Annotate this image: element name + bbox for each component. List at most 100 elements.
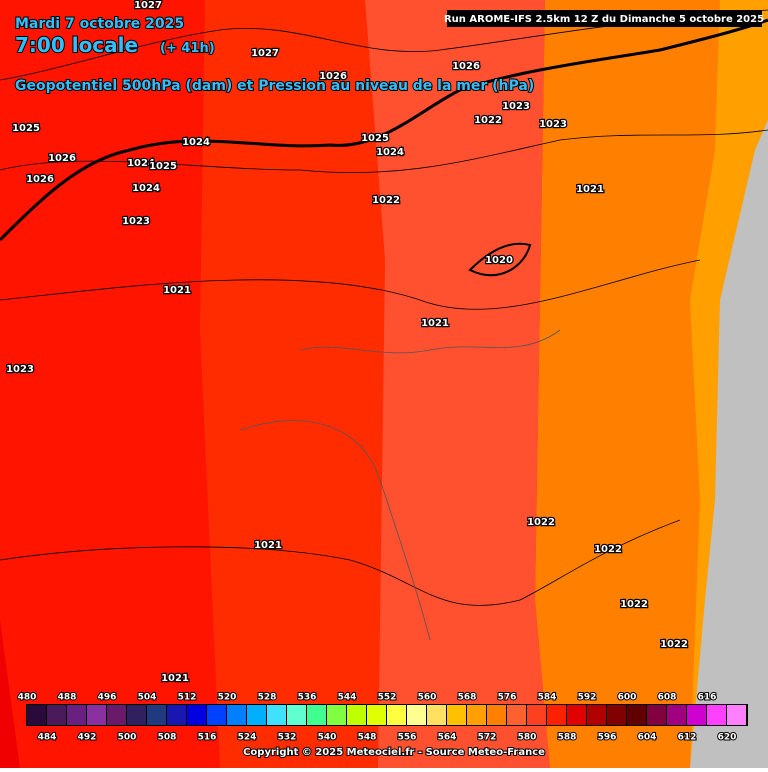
date: Mardi 7 octobre 2025 <box>15 16 184 32</box>
isobar-label: 1027 <box>134 0 162 11</box>
colorbar-label: 504 <box>138 693 157 703</box>
isobar <box>0 129 768 174</box>
colorbar-label: 536 <box>298 693 317 703</box>
colorbar-swatch <box>667 705 686 725</box>
colorbar-label: 516 <box>198 733 217 743</box>
colorbar-swatch <box>167 705 186 725</box>
colorbar-swatch <box>287 705 306 725</box>
isobar-label: 1021 <box>254 540 282 551</box>
colorbar-swatch <box>107 705 126 725</box>
colorbar-swatch <box>507 705 526 725</box>
colorbar-swatch <box>387 705 406 725</box>
colorbar-swatch <box>687 705 706 725</box>
colorbar-label: 604 <box>638 733 657 743</box>
colorbar-label: 512 <box>178 693 197 703</box>
isobar-label: 1022 <box>474 115 502 126</box>
colorbar-swatch <box>207 705 226 725</box>
colorbar-swatch <box>427 705 446 725</box>
isobar-label: 1026 <box>452 61 480 72</box>
isobar-label: 1025 <box>361 133 389 144</box>
isobar-label: 1022 <box>620 599 648 610</box>
colorbar-swatch <box>27 705 46 725</box>
colorbar-label: 500 <box>118 733 137 743</box>
contour-500 <box>0 18 768 242</box>
colorbar-label: 524 <box>238 733 257 743</box>
colorbar-label: 588 <box>558 733 577 743</box>
isobar-label: 1026 <box>26 174 54 185</box>
colorbar-label: 528 <box>258 693 277 703</box>
run-box <box>447 10 762 27</box>
colorbar-label: 576 <box>498 693 517 703</box>
isobar-label: 1022 <box>372 195 400 206</box>
isobar-labels: 1027 1027 1026 1025 1024 1025 1024 1026 1024 1025… <box>5 0 689 685</box>
isobar-label: 1020 <box>485 255 513 266</box>
isobar-label: 1023 <box>6 364 34 375</box>
colorbar-label: 596 <box>598 733 617 743</box>
colorbar-label: 608 <box>658 693 677 703</box>
isobar-label: 1024 <box>376 147 404 158</box>
isobar-label: 1021 <box>576 184 604 195</box>
copyright: Copyright © 2025 Meteociel.fr - Source M… <box>243 747 545 758</box>
colorbar-swatch <box>87 705 106 725</box>
colorbar-label: 548 <box>358 733 377 743</box>
colorbar-label: 592 <box>578 693 597 703</box>
map-title: Geopotentiel 500hPa (dam) et Pression au… <box>15 78 534 94</box>
colorbar-swatch <box>487 705 506 725</box>
colorbar-swatch <box>467 705 486 725</box>
colorbar-label: 616 <box>698 693 717 703</box>
isobar-label: 1024 <box>182 137 210 148</box>
colorbar-swatch <box>607 705 626 725</box>
colorbar-swatch <box>247 705 266 725</box>
colorbar-swatch <box>587 705 606 725</box>
isobar-label: 1027 <box>251 48 279 59</box>
isobar-label: 1024 <box>132 183 160 194</box>
colorbar-label: 568 <box>458 693 477 703</box>
isobar-label: 1025 <box>12 123 40 134</box>
field-band <box>200 0 385 768</box>
colorbar-swatch <box>547 705 566 725</box>
border <box>239 420 431 641</box>
border <box>299 329 561 354</box>
isobar-label: 1021 <box>161 673 189 684</box>
colorbar-swatch <box>627 705 646 725</box>
colorbar-label: 488 <box>58 693 77 703</box>
isobar <box>0 9 768 81</box>
colorbar-label: 520 <box>218 693 237 703</box>
colorbar-label: 492 <box>78 733 97 743</box>
colorbar-label: 540 <box>318 733 337 743</box>
colorbar-swatch <box>47 705 66 725</box>
field-band <box>0 620 20 768</box>
contour-500 <box>468 242 532 277</box>
colorbar-label: 484 <box>38 733 57 743</box>
run-info: Run AROME-IFS 2.5km 12 Z du Dimanche 5 o… <box>444 14 764 25</box>
colorbar-label: 560 <box>418 693 437 703</box>
colorbar: 480 484 488 492 496 500 504 508 512 516 520 524 528 5… <box>17 692 748 744</box>
land-mask <box>690 120 768 768</box>
colorbar-swatch <box>67 705 86 725</box>
colorbar-label: 552 <box>378 693 397 703</box>
colorbar-swatch <box>527 705 546 725</box>
isobar-label: 1025 <box>149 161 177 172</box>
colorbar-label: 532 <box>278 733 297 743</box>
colorbar-swatch <box>127 705 146 725</box>
isobar-label: 1021 <box>163 285 191 296</box>
colorbar-label: 580 <box>518 733 537 743</box>
isobar-label: 1023 <box>122 216 150 227</box>
lead-time: (+ 41h) <box>160 41 215 56</box>
colorbar-label: 584 <box>538 693 557 703</box>
isobar-label: 1022 <box>594 544 622 555</box>
isobar-label: 1022 <box>660 639 688 650</box>
colorbar-swatch <box>707 705 726 725</box>
colorbar-swatch <box>147 705 166 725</box>
isobar-label: 1021 <box>421 318 449 329</box>
isobar-label: 1023 <box>539 119 567 130</box>
colorbar-swatch <box>347 705 366 725</box>
colorbar-swatch <box>227 705 246 725</box>
colorbar-swatch <box>447 705 466 725</box>
colorbar-label: 620 <box>718 733 737 743</box>
colorbar-swatch <box>727 705 746 725</box>
time: 7:00 locale <box>15 33 138 57</box>
colorbar-label: 600 <box>618 693 637 703</box>
isobar <box>0 519 681 606</box>
